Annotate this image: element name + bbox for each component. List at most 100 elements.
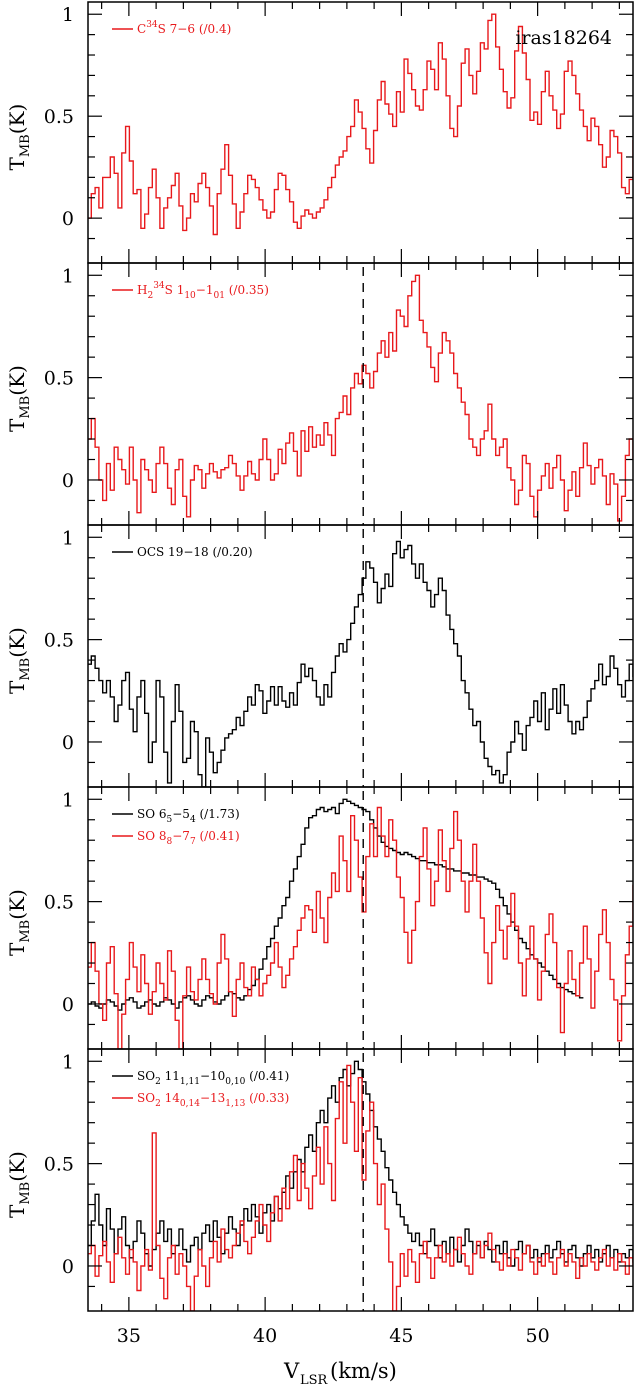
legend-sub: 1,11 xyxy=(180,1077,200,1087)
legend-text: OCS 19−18 (/0.20) xyxy=(137,545,253,559)
y-tick-label: 0 xyxy=(62,1256,74,1278)
y-tick-label: 1 xyxy=(62,527,74,549)
y-axis-label-units: (K) xyxy=(5,1151,29,1182)
y-tick-label: 0.5 xyxy=(44,106,74,128)
y-tick-label: 1 xyxy=(62,789,74,811)
series-line-1 xyxy=(88,1060,633,1267)
legend-label: SO 88−77 (/0.41) xyxy=(137,829,240,847)
legend-text: 11 xyxy=(161,1069,180,1083)
series-line-1 xyxy=(88,274,633,522)
legend-sub: 10 xyxy=(184,291,196,301)
series-line-2 xyxy=(88,1064,633,1311)
y-axis-label-main: T xyxy=(5,680,29,694)
legend-text: −13 xyxy=(200,1091,225,1105)
y-axis-label-units: (K) xyxy=(5,889,29,920)
y-axis-label-sub: MB xyxy=(18,920,33,943)
legend-text: −1 xyxy=(196,283,214,297)
y-axis-label: TMB(K) xyxy=(5,1151,33,1218)
legend-text: (/0.33) xyxy=(245,1091,289,1105)
x-axis-label: V LSR (km/s) xyxy=(283,1359,397,1388)
legend-sub: 01 xyxy=(213,291,224,301)
x-axis-label-main: V xyxy=(283,1359,300,1383)
legend-text: 14 xyxy=(161,1091,180,1105)
legend-label: OCS 19−18 (/0.20) xyxy=(137,545,253,559)
legend-label: SO2 111,11−100,10 (/0.41) xyxy=(137,1069,289,1087)
y-axis-label-main: T xyxy=(5,157,29,171)
legend-text: SO 8 xyxy=(137,829,167,843)
panel-frame xyxy=(87,1048,634,1312)
panel-frame xyxy=(87,262,634,526)
y-axis-label-units: (K) xyxy=(5,627,29,658)
legend-text: (/1.73) xyxy=(196,807,240,821)
legend-text: −5 xyxy=(172,807,190,821)
legend-sub: 5 xyxy=(167,815,173,825)
y-axis-label: TMB(K) xyxy=(5,104,33,171)
x-axis-label-units: (km/s) xyxy=(330,1359,397,1383)
legend-text: (/0.35) xyxy=(225,283,269,297)
legend-text: SO xyxy=(137,1091,155,1105)
y-axis-label: TMB(K) xyxy=(5,365,33,432)
panel-frame xyxy=(87,524,634,788)
y-axis-label-main: T xyxy=(5,942,29,956)
legend-label: H234S 110−101 (/0.35) xyxy=(137,281,269,301)
x-tick-label: 35 xyxy=(117,1325,141,1347)
legend-sub: 4 xyxy=(190,815,196,825)
legend-label: SO 65−54 (/1.73) xyxy=(137,807,240,825)
legend-sub: 0,14 xyxy=(180,1099,200,1109)
panel-1: 0 0.5 1 TMB(K) C34S 7−6 (/0.4) xyxy=(5,1,634,264)
legend-text: −10 xyxy=(200,1069,225,1083)
panel-frame xyxy=(87,786,634,1050)
legend-text: S 7−6 (/0.4) xyxy=(158,22,232,36)
y-tick-label: 0 xyxy=(62,470,74,492)
y-tick-label: 1 xyxy=(62,4,74,26)
y-tick-label: 0.5 xyxy=(44,630,74,652)
y-tick-label: 0 xyxy=(62,732,74,754)
legend-label: SO2 140,14−131,13 (/0.33) xyxy=(137,1091,289,1109)
legend-sub: 0,10 xyxy=(225,1077,245,1087)
legend-sub: 1,13 xyxy=(225,1099,245,1109)
y-axis-label: TMB(K) xyxy=(5,889,33,956)
y-axis-label-main: T xyxy=(5,418,29,432)
y-axis-label-sub: MB xyxy=(18,396,33,419)
x-tick-label: 45 xyxy=(389,1325,413,1347)
x-tick-label: 50 xyxy=(526,1325,550,1347)
y-tick-label: 1 xyxy=(62,1051,74,1073)
series-line-2 xyxy=(88,806,633,1049)
legend-text: S 1 xyxy=(165,283,185,297)
legend-sub: 2 xyxy=(155,1077,161,1087)
y-axis-label-units: (K) xyxy=(5,104,29,135)
legend-sub: 2 xyxy=(155,1099,161,1109)
y-axis-label: TMB(K) xyxy=(5,627,33,694)
panel-2: 0 0.5 1 TMB(K) H234S 110−101 (/0.35) xyxy=(5,262,634,526)
legend-text: (/0.41) xyxy=(245,1069,289,1083)
legend-text: SO 6 xyxy=(137,807,167,821)
legend-text: (/0.41) xyxy=(196,829,240,843)
legend-sub: 7 xyxy=(190,837,196,847)
legend-text: C xyxy=(137,22,146,36)
y-tick-label: 0.5 xyxy=(44,368,74,390)
panel-3: 0 0.5 1 TMB(K) OCS 19−18 (/0.20) xyxy=(5,524,634,788)
y-axis-label-sub: MB xyxy=(18,1182,33,1205)
x-tick-label: 40 xyxy=(253,1325,277,1347)
y-axis-label-sub: MB xyxy=(18,134,33,157)
y-axis-label-sub: MB xyxy=(18,658,33,681)
legend-sup: 34 xyxy=(146,20,158,30)
source-name: iras18264 xyxy=(515,27,612,49)
y-axis-label-main: T xyxy=(5,1204,29,1218)
legend-sub: 8 xyxy=(167,837,173,847)
panel-4: 0 0.5 1 TMB(K) SO 65−54 (/1.73) SO 88−77 (/0.… xyxy=(5,786,634,1050)
series-line-1 xyxy=(88,13,633,236)
x-axis-label-sub: LSR xyxy=(300,1373,329,1388)
legend-sup: 34 xyxy=(153,281,165,291)
legend-sub: 2 xyxy=(147,291,153,301)
y-tick-label: 0 xyxy=(62,994,74,1016)
y-axis-label-units: (K) xyxy=(5,365,29,396)
legend-text: H xyxy=(137,283,147,297)
y-tick-label: 1 xyxy=(62,265,74,287)
series-line-1 xyxy=(88,540,633,787)
legend-text: −7 xyxy=(172,829,190,843)
y-tick-label: 0 xyxy=(62,208,74,230)
